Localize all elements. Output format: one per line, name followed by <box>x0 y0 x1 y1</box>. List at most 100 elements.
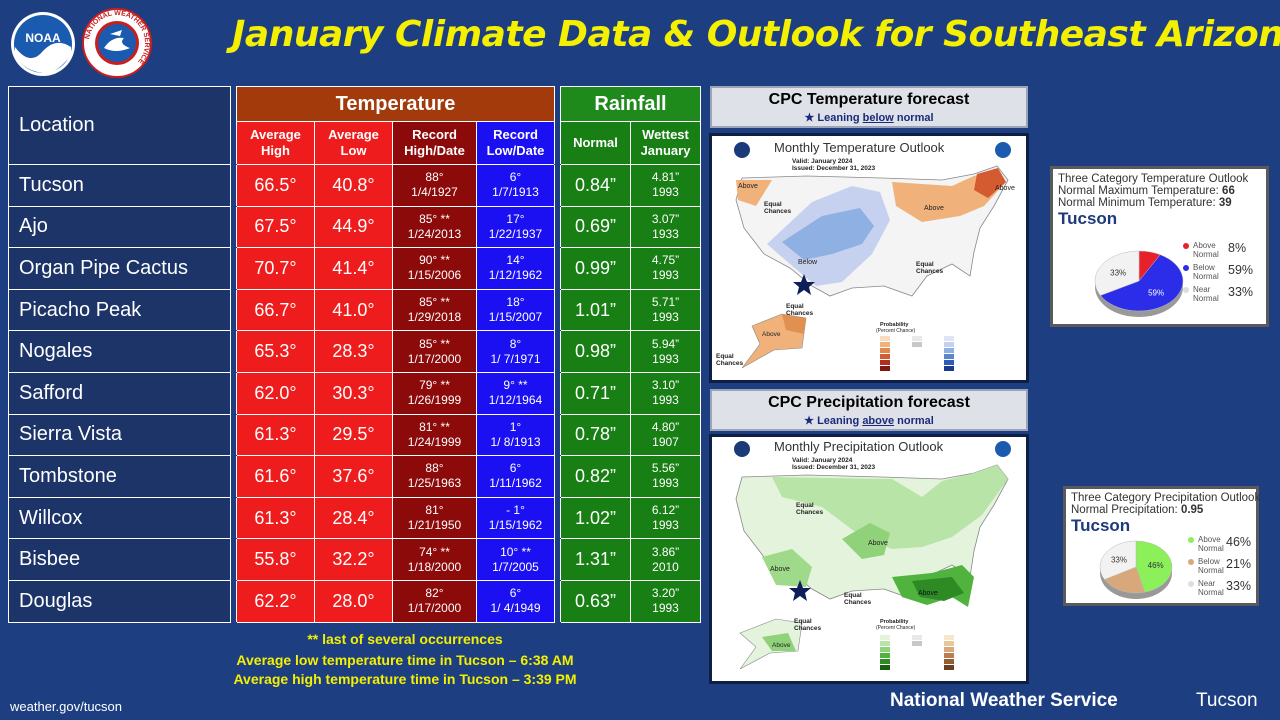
svg-text:Above: Above <box>868 540 888 547</box>
footer-org: National Weather Service <box>890 690 1118 711</box>
location-cell: Willcox <box>8 496 231 540</box>
avg-low-cell: 28.0° <box>314 579 393 623</box>
above-region-central <box>842 523 890 559</box>
page-title: January Climate Data & Outlook for South… <box>232 14 1280 55</box>
normal-rain-cell: 1.31” <box>560 538 631 581</box>
svg-text:Below: Below <box>798 259 818 266</box>
record-high-cell: 85° ** 1/24/2013 <box>392 205 477 249</box>
avg-high-cell: 67.5° <box>236 205 315 249</box>
pie-slice-above <box>1135 540 1173 593</box>
table-row: Bisbee 55.8° 32.2° 74° ** 1/18/2000 10° ** 1/7… <box>8 538 701 581</box>
table-row: Picacho Peak 66.7° 41.0° 85° ** 1/29/2018 18°… <box>8 288 701 332</box>
avg-high-cell: 62.2° <box>236 579 315 623</box>
wettest-cell: 3.10” 1993 <box>630 371 701 415</box>
avg-high-cell: 55.8° <box>236 538 315 581</box>
avg-high-cell: 61.3° <box>236 413 315 457</box>
avg-low-cell: 32.2° <box>314 538 393 581</box>
table-row: Safford 62.0° 30.3° 79° ** 1/26/1999 9° ** 1/1… <box>8 371 701 415</box>
temp-forecast-title: CPC Temperature forecast <box>768 91 970 108</box>
svg-text:Above: Above <box>738 183 758 190</box>
avg-low-header: Average Low <box>314 121 393 165</box>
table-row: Douglas 62.2° 28.0° 82° 1/17/2000 6° 1/ 4/1949… <box>8 579 701 623</box>
pie-label-above: 46% <box>1148 561 1164 570</box>
normal-rain-cell: 0.71” <box>560 371 631 415</box>
record-low-cell: 6° 1/7/1913 <box>476 164 555 207</box>
record-low-cell: 9° ** 1/12/1964 <box>476 371 555 415</box>
pie-label-below: 59% <box>1148 289 1164 298</box>
legend-pct-below: 21% <box>1226 557 1252 571</box>
normal-rain-cell: 0.84” <box>560 164 631 207</box>
avg-low-cell: 37.6° <box>314 455 393 498</box>
location-cell: Ajo <box>8 205 231 249</box>
table-row: Tombstone 61.6° 37.6° 88° 1/25/1963 6° 1/11/19… <box>8 455 701 498</box>
above-region-nw <box>736 180 772 206</box>
legend-label-above: Above Normal <box>1198 535 1224 553</box>
record-high-cell: 85° ** 1/29/2018 <box>392 288 477 332</box>
wettest-cell: 4.81” 1993 <box>630 164 701 207</box>
location-cell: Nogales <box>8 330 231 373</box>
temp-outlook-map: Monthly Temperature Outlook Valid: Janua… <box>709 133 1029 383</box>
svg-text:Above: Above <box>772 642 791 649</box>
pie-label-near: 33% <box>1111 556 1127 565</box>
record-high-cell: 74° ** 1/18/2000 <box>392 538 477 581</box>
svg-text:Probability: Probability <box>880 322 909 328</box>
pie-slice-below <box>1104 566 1146 594</box>
location-cell: Sierra Vista <box>8 413 231 457</box>
legend-pct-below: 59% <box>1228 263 1254 277</box>
legend-pct-near: 33% <box>1226 579 1252 593</box>
below-region-strong <box>782 208 874 260</box>
svg-text:Equal: Equal <box>794 618 812 625</box>
rainfall-header: Rainfall <box>560 86 701 122</box>
avg-low-cell: 30.3° <box>314 371 393 415</box>
legend-label-below: Below Normal <box>1193 263 1219 281</box>
legend-pct-above: 46% <box>1226 535 1252 549</box>
table-row: Organ Pipe Cactus 70.7° 41.4° 90° ** 1/15/20… <box>8 247 701 290</box>
table-row: Willcox 61.3° 28.4° 81° 1/21/1950- 1° 1/15/19… <box>8 496 701 540</box>
table-row: Tucson 66.5° 40.8° 88° 1/4/1927 6° 1/7/1913 0.8… <box>8 164 701 207</box>
website-link[interactable]: weather.gov/tucson <box>10 699 123 714</box>
table-row: Nogales 65.3° 28.3° 85° ** 1/17/2000 8° 1/ 7/1… <box>8 330 701 373</box>
svg-text:Equal: Equal <box>764 201 782 208</box>
pie-label-near: 33% <box>1110 269 1126 278</box>
above-region-sw <box>762 549 812 587</box>
avg-high-cell: 66.7° <box>236 288 315 332</box>
wettest-header: Wettest January <box>630 121 701 165</box>
normal-rain-cell: 0.69” <box>560 205 631 249</box>
svg-text:(Percent Chance): (Percent Chance) <box>876 625 916 631</box>
svg-text:Issued: December 31, 2023: Issued: December 31, 2023 <box>792 165 875 172</box>
pie-slice-near <box>1099 540 1137 580</box>
svg-text:Equal: Equal <box>844 592 862 599</box>
record-low-cell: 14° 1/12/1962 <box>476 247 555 290</box>
noaa-logo-icon <box>995 441 1011 457</box>
pie-slice-below <box>1100 254 1184 312</box>
normal-rain-cell: 0.98” <box>560 330 631 373</box>
record-low-cell: 10° ** 1/7/2005 <box>476 538 555 581</box>
location-cell: Safford <box>8 371 231 415</box>
svg-text:Issued: December 31, 2023: Issued: December 31, 2023 <box>792 464 875 471</box>
svg-text:Above: Above <box>918 590 938 597</box>
legend-pct-near: 33% <box>1228 285 1254 299</box>
svg-text:Chances: Chances <box>916 268 943 275</box>
legend-dot-near-icon <box>1188 581 1194 587</box>
svg-text:Equal: Equal <box>716 353 734 360</box>
legend-dot-below-icon <box>1183 265 1189 271</box>
noaa-logo-text: NOAA <box>25 31 61 45</box>
footnote-occurrences: ** last of several occurrences <box>307 631 503 647</box>
record-high-cell: 81° ** 1/24/1999 <box>392 413 477 457</box>
temp-map-title: Monthly Temperature Outlook <box>774 140 945 155</box>
avg-low-cell: 28.3° <box>314 330 393 373</box>
record-high-cell: 88° 1/25/1963 <box>392 455 477 498</box>
record-low-cell: 17° 1/22/1937 <box>476 205 555 249</box>
normal-rain-cell: 1.02” <box>560 496 631 540</box>
precip-forecast-lean: ★ Leaning above normal <box>804 415 934 427</box>
footer-office: Tucson <box>1196 690 1258 711</box>
temp-pie-chart: 59% 33% <box>1094 250 1184 317</box>
star-icon: ★ <box>804 112 815 124</box>
legend-dot-below-icon <box>1188 559 1194 565</box>
location-cell: Bisbee <box>8 538 231 581</box>
star-icon: ★ <box>804 415 815 427</box>
record-high-cell: 90° ** 1/15/2006 <box>392 247 477 290</box>
legend-dot-near-icon <box>1183 287 1189 293</box>
table-row: Sierra Vista 61.3° 29.5° 81° ** 1/24/1999 1° 1… <box>8 413 701 457</box>
legend-dot-above-icon <box>1188 537 1194 543</box>
